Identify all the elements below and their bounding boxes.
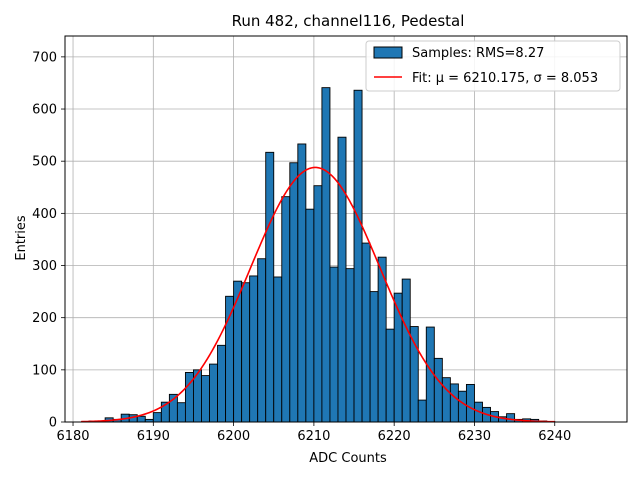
histogram-bar <box>353 89 363 423</box>
histogram-bar <box>152 412 162 423</box>
histogram-bar <box>305 208 315 423</box>
histogram-bar <box>377 256 387 423</box>
gaussian-fit-curve <box>81 166 555 423</box>
histogram-bar <box>217 344 227 423</box>
histogram-bar <box>313 185 323 423</box>
histogram-bar <box>249 275 259 423</box>
y-tick-label: 300 <box>32 259 57 274</box>
plot-frame <box>64 35 628 423</box>
histogram-bar <box>209 363 218 423</box>
y-tick-label: 200 <box>32 311 57 326</box>
histogram-bar <box>176 402 186 423</box>
histogram-bar <box>281 196 291 423</box>
histogram-bar <box>289 162 299 423</box>
histogram-bar <box>321 87 331 423</box>
histogram-bar <box>233 280 243 423</box>
histogram-bar <box>417 399 427 423</box>
x-tick-label: 6210 <box>297 429 330 444</box>
legend: Samples: RMS=8.27 Fit: μ = 6210.175, σ =… <box>365 40 621 92</box>
histogram-bar <box>329 266 339 423</box>
histogram-bar <box>385 328 395 423</box>
histogram-bar <box>273 276 283 423</box>
x-axis-ticks: 6180 6190 6200 6210 6220 6230 6240 <box>56 422 571 444</box>
histogram-bar <box>297 143 307 423</box>
y-tick-label: 400 <box>32 207 57 222</box>
x-tick-label: 6220 <box>378 429 411 444</box>
x-tick-label: 6180 <box>56 429 89 444</box>
histogram-bar <box>457 390 467 423</box>
legend-label-fit: Fit: μ = 6210.175, σ = 8.053 <box>412 71 598 86</box>
histogram-bar <box>433 357 443 423</box>
histogram-bar <box>265 151 275 423</box>
legend-swatch-samples <box>373 46 403 59</box>
x-tick-label: 6200 <box>217 429 250 444</box>
fit-curve-layer <box>81 166 555 423</box>
chart-title: Run 482, channel116, Pedestal <box>232 12 465 30</box>
y-tick-label: 0 <box>49 416 57 431</box>
histogram-bar <box>257 258 267 423</box>
histogram-bar <box>241 282 251 423</box>
histogram-bar <box>361 242 371 423</box>
y-axis-label: Entries <box>14 215 29 261</box>
histogram-bar <box>393 292 403 423</box>
x-tick-label: 6230 <box>458 429 491 444</box>
legend-label-samples: Samples: RMS=8.27 <box>412 46 544 61</box>
histogram-bar <box>506 413 516 423</box>
histogram-bar <box>136 415 146 423</box>
y-tick-label: 700 <box>32 50 57 65</box>
x-tick-label: 6240 <box>538 429 571 444</box>
y-axis-ticks: 0 100 200 300 400 500 600 700 <box>32 50 65 431</box>
x-axis-label: ADC Counts <box>309 451 387 466</box>
legend-box <box>365 40 621 92</box>
histogram-bar <box>369 291 379 423</box>
histogram-bar <box>441 377 451 423</box>
histogram-bar <box>345 268 355 423</box>
y-tick-label: 600 <box>32 103 57 118</box>
histogram-bar <box>401 278 411 423</box>
histogram-bar <box>201 375 210 423</box>
y-tick-label: 500 <box>32 155 57 170</box>
histogram-bar <box>449 383 459 423</box>
histogram-bar <box>409 326 419 423</box>
histogram-bar <box>337 136 347 423</box>
histogram-bar <box>465 383 475 423</box>
y-tick-label: 100 <box>32 363 57 378</box>
x-tick-label: 6190 <box>137 429 170 444</box>
